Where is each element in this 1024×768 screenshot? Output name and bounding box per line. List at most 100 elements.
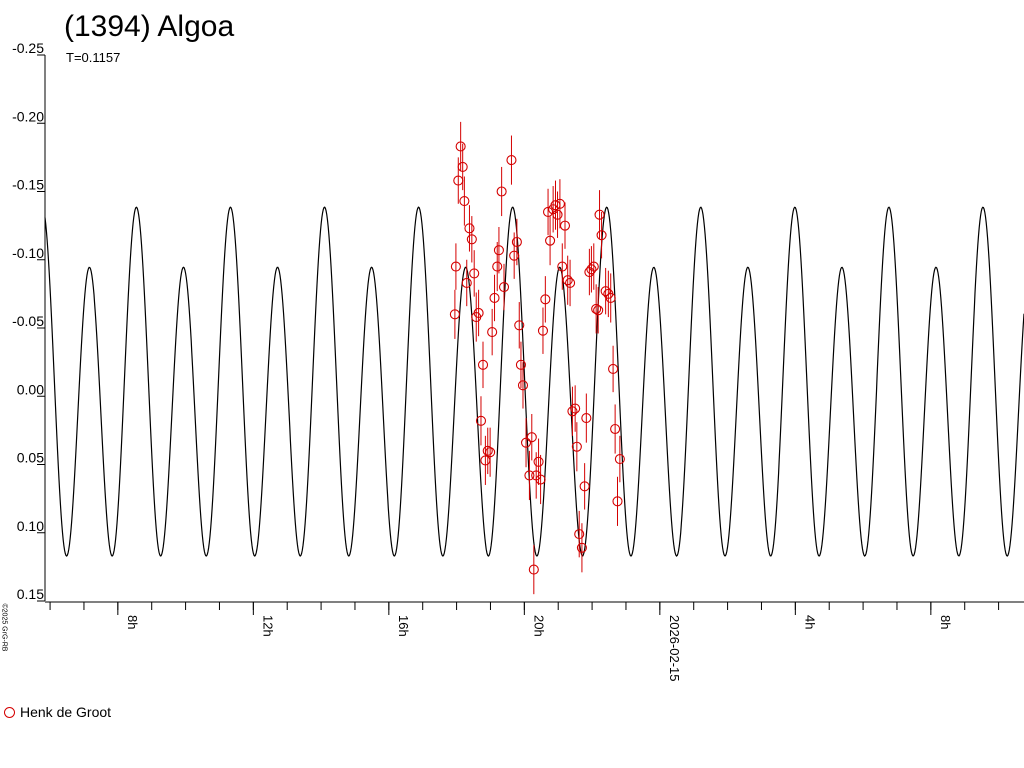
data-point <box>477 341 489 389</box>
point-marker <box>567 406 578 417</box>
data-point <box>466 216 477 263</box>
y-tick-label: -0.15 <box>12 177 44 193</box>
point-marker <box>571 441 582 452</box>
point-marker <box>565 277 576 289</box>
data-point <box>552 191 563 238</box>
data-point <box>584 248 595 296</box>
y-tick-label: 0.15 <box>17 586 44 602</box>
data-point <box>576 523 587 573</box>
data-point <box>610 404 621 454</box>
data-point <box>571 422 582 472</box>
data-point <box>517 362 529 409</box>
point-marker <box>591 303 602 314</box>
point-marker <box>498 281 510 293</box>
data-point <box>574 510 585 558</box>
point-marker <box>535 474 546 485</box>
point-marker <box>511 236 522 248</box>
point-marker <box>562 275 573 286</box>
data-point <box>520 418 532 468</box>
data-point <box>509 232 520 279</box>
point-marker <box>457 161 468 172</box>
legend-marker-icon <box>4 706 15 718</box>
point-marker <box>533 456 544 467</box>
point-marker <box>593 305 604 316</box>
data-point <box>528 545 539 595</box>
point-marker <box>540 294 551 305</box>
point-marker <box>570 403 581 414</box>
point-marker <box>489 292 500 304</box>
x-axis: 8h 12h 16h 20h 2026-02-15 4h 8h <box>45 601 1024 682</box>
data-point <box>554 179 565 229</box>
y-tick-label: -0.20 <box>12 108 44 124</box>
data-point <box>614 435 625 483</box>
point-marker <box>515 359 526 370</box>
point-marker <box>588 261 599 272</box>
point-marker <box>554 198 565 209</box>
legend: Henk de Groot <box>4 704 111 720</box>
point-marker <box>579 481 590 492</box>
data-point <box>482 427 493 475</box>
point-marker <box>537 325 549 336</box>
point-marker <box>524 470 535 481</box>
data-point <box>535 454 546 505</box>
data-point <box>511 218 522 266</box>
data-point <box>506 135 517 185</box>
model-curve <box>44 206 1024 557</box>
data-point <box>473 289 484 337</box>
point-marker <box>464 223 475 234</box>
data-point <box>492 242 503 292</box>
point-marker <box>528 564 539 575</box>
x-tick-label: 16h <box>396 615 411 637</box>
point-marker <box>543 206 554 218</box>
point-marker <box>509 250 520 261</box>
point-marker <box>461 277 472 289</box>
point-marker <box>482 445 493 456</box>
credit-text: ©2025 GrG-RB <box>0 603 8 652</box>
data-point <box>493 226 504 274</box>
data-point <box>469 250 480 297</box>
point-marker <box>576 542 587 553</box>
data-point <box>608 345 619 393</box>
point-marker <box>475 415 487 426</box>
point-marker <box>614 453 625 465</box>
data-point <box>461 259 472 307</box>
x-tick-label: 2026-02-15 <box>667 615 682 682</box>
data-point <box>586 246 597 293</box>
data-point <box>457 143 468 191</box>
data-point <box>496 166 507 217</box>
data-point <box>537 307 549 354</box>
data-point <box>559 202 571 249</box>
data-point <box>540 276 551 323</box>
point-marker <box>559 220 571 231</box>
point-marker <box>473 307 484 319</box>
data-point <box>562 255 573 305</box>
point-marker <box>586 264 597 275</box>
y-tick-label: 0.05 <box>17 450 44 466</box>
x-tick-label: 12h <box>260 615 275 637</box>
data-point <box>489 274 500 322</box>
data-point <box>605 273 616 323</box>
data-point <box>565 259 576 307</box>
point-marker <box>477 359 489 370</box>
point-marker <box>608 363 619 375</box>
point-marker <box>506 155 517 166</box>
data-point <box>453 157 464 204</box>
data-point <box>459 176 470 226</box>
data-point <box>464 205 475 252</box>
data-point <box>498 263 510 311</box>
point-marker <box>594 209 605 220</box>
point-marker <box>455 141 466 152</box>
data-point <box>526 413 537 461</box>
y-tick-label: -0.25 <box>12 40 44 56</box>
x-tick-label: 4h <box>802 615 817 629</box>
data-point <box>593 287 604 334</box>
y-tick-label: -0.10 <box>12 245 44 261</box>
point-marker <box>581 413 592 424</box>
data-point <box>557 243 568 290</box>
data-point <box>449 289 460 339</box>
data-point <box>533 438 544 485</box>
data-point <box>524 450 535 500</box>
data-point <box>588 243 599 290</box>
point-marker <box>492 261 503 272</box>
point-marker <box>496 186 507 197</box>
